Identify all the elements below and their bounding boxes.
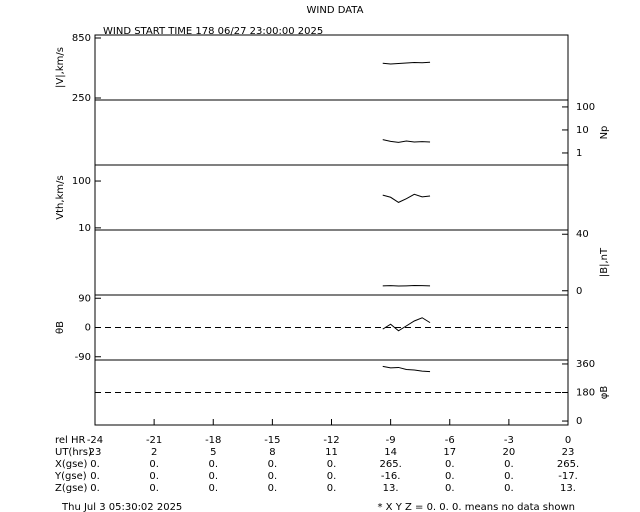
y-tick-label: 0 bbox=[85, 323, 91, 334]
panel-frame bbox=[94, 34, 569, 101]
y-tick-label: 100 bbox=[72, 176, 91, 187]
y-tick-label: 1 bbox=[576, 148, 582, 159]
panel-frame bbox=[94, 229, 569, 296]
table-cell: 2 bbox=[151, 447, 157, 458]
table-cell: 0. bbox=[149, 483, 159, 494]
y-tick-label: 180 bbox=[576, 388, 595, 399]
table-cell: 13. bbox=[383, 483, 399, 494]
table-cell: 0. bbox=[327, 471, 337, 482]
table-cell: 0. bbox=[445, 459, 455, 470]
table-cell: 0. bbox=[268, 459, 278, 470]
y-tick-label: 0 bbox=[576, 416, 582, 427]
y-axis-label: φB bbox=[599, 386, 610, 400]
table-cell: 0. bbox=[445, 483, 455, 494]
chart-subtitle: WIND START TIME 178 06/27 23:00:00 2025 bbox=[103, 26, 323, 37]
y-tick-label: 100 bbox=[576, 102, 595, 113]
table-cell: 0. bbox=[504, 459, 514, 470]
table-row-label: Z(gse) bbox=[55, 483, 87, 494]
table-cell: 8 bbox=[269, 447, 275, 458]
table-cell: 0. bbox=[504, 471, 514, 482]
x-tick-label: -21 bbox=[146, 435, 162, 446]
table-cell: 0. bbox=[327, 483, 337, 494]
y-tick-label: 250 bbox=[72, 93, 91, 104]
y-axis-label: |V|,km/s bbox=[55, 47, 66, 88]
table-cell: 0. bbox=[149, 471, 159, 482]
x-tick-label: -18 bbox=[205, 435, 221, 446]
footer-note: * X Y Z = 0. 0. 0. means no data shown bbox=[377, 502, 575, 512]
x-tick-label: -24 bbox=[87, 435, 103, 446]
data-line bbox=[382, 365, 431, 373]
table-row-label: Y(gse) bbox=[54, 471, 87, 482]
data-line bbox=[382, 139, 431, 143]
table-cell: 0. bbox=[268, 483, 278, 494]
table-cell: 0. bbox=[90, 459, 100, 470]
table-cell: 0. bbox=[90, 483, 100, 494]
table-cell: 265. bbox=[557, 459, 579, 470]
table-row-label: UT(hrs) bbox=[55, 447, 92, 458]
table-cell: 5 bbox=[210, 447, 216, 458]
table-cell: -17. bbox=[558, 471, 578, 482]
chart-title: WIND DATA bbox=[307, 5, 364, 16]
x-tick-label: -9 bbox=[386, 435, 396, 446]
y-axis-label: Vth,km/s bbox=[55, 175, 66, 219]
table-cell: 0. bbox=[208, 459, 218, 470]
table-cell: 23 bbox=[89, 447, 102, 458]
table-cell: 0. bbox=[149, 459, 159, 470]
x-tick-label: -6 bbox=[445, 435, 455, 446]
table-cell: 17 bbox=[443, 447, 456, 458]
panel-frame bbox=[94, 99, 569, 166]
table-cell: -16. bbox=[381, 471, 401, 482]
x-tick-label: -15 bbox=[264, 435, 280, 446]
table-cell: 20 bbox=[503, 447, 516, 458]
table-cell: 0. bbox=[208, 483, 218, 494]
x-tick-label: -3 bbox=[504, 435, 514, 446]
table-cell: 0. bbox=[504, 483, 514, 494]
data-line bbox=[382, 317, 431, 332]
y-tick-label: 40 bbox=[576, 229, 589, 240]
table-cell: 23 bbox=[562, 447, 575, 458]
table-cell: 14 bbox=[384, 447, 397, 458]
y-tick-label: 360 bbox=[576, 359, 595, 370]
y-tick-label: 0 bbox=[576, 286, 582, 297]
table-cell: 0. bbox=[327, 459, 337, 470]
footer-date: Thu Jul 3 05:30:02 2025 bbox=[61, 502, 182, 512]
table-cell: 13. bbox=[560, 483, 576, 494]
table-cell: 0. bbox=[445, 471, 455, 482]
data-line bbox=[382, 193, 431, 203]
y-tick-label: 850 bbox=[72, 33, 91, 44]
table-cell: 0. bbox=[90, 471, 100, 482]
data-line bbox=[382, 61, 431, 65]
y-tick-label: 10 bbox=[78, 223, 91, 234]
x-tick-label: 0 bbox=[565, 435, 571, 446]
x-tick-label: -12 bbox=[323, 435, 339, 446]
y-axis-label: θB bbox=[55, 321, 66, 334]
table-cell: 265. bbox=[379, 459, 401, 470]
table-cell: 0. bbox=[208, 471, 218, 482]
y-tick-label: 90 bbox=[78, 293, 91, 304]
y-axis-label: |B|,nT bbox=[599, 247, 610, 277]
y-tick-label: 10 bbox=[576, 125, 589, 136]
table-cell: 11 bbox=[325, 447, 338, 458]
table-cell: 0. bbox=[268, 471, 278, 482]
panel-frame bbox=[94, 164, 569, 231]
table-row-label: X(gse) bbox=[55, 459, 87, 470]
y-axis-label: Np bbox=[599, 126, 610, 140]
y-tick-label: -90 bbox=[75, 352, 91, 363]
x-axis-label: rel HR bbox=[55, 435, 86, 446]
